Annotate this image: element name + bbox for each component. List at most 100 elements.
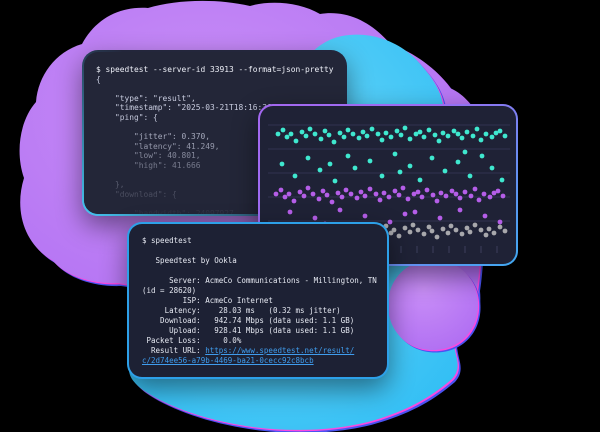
series-teal-dot [305,155,311,161]
series-teal-dot [392,151,398,157]
series-purple-dot [462,189,468,195]
series-teal-dot [432,132,438,138]
series-teal-dot [397,169,403,175]
series-teal-dot [429,155,435,161]
series-teal-dot [455,159,461,165]
series-gray-dot [421,231,427,237]
series-teal-dot [280,127,286,133]
series-gray-dot [497,224,503,230]
series-purple-dot [367,186,373,192]
series-gray-dot [459,231,465,237]
series-purple-dot [457,195,463,201]
series-purple-dot [305,185,311,191]
series-teal-dot [337,130,343,136]
series-teal-dot [345,127,351,133]
series-purple-dot [381,190,387,196]
series-purple-dot [373,191,379,197]
series-purple-dot [419,194,425,200]
series-purple-dot [453,191,459,197]
series-purple-dot [282,194,288,200]
series-gray-dot [391,227,397,233]
series-teal-dot [375,131,381,137]
terminal-summary-text: $ speedtest Speedtest by Ookla Server: A… [142,236,377,366]
series-purple-dot [320,188,326,194]
series-purple-dot [316,196,322,202]
series-gray-dot [407,229,413,235]
series-purple-dot [387,219,393,225]
series-teal-dot [303,133,309,139]
series-purple-dot [468,193,474,199]
series-gray-dot [483,232,489,238]
series-teal-dot [312,131,318,137]
series-purple-dot [424,187,430,193]
series-teal-dot [327,161,333,167]
series-purple-dot [491,190,497,196]
series-purple-dot [324,192,330,198]
series-teal-dot [379,173,385,179]
series-teal-dot [402,125,408,131]
series-teal-dot [459,135,465,141]
series-teal-dot [417,129,423,135]
series-teal-dot [483,131,489,137]
series-gray-dot [426,224,432,230]
series-purple-dot [457,207,463,213]
series-gray-dot [429,228,435,234]
series-gray-dot [486,226,492,232]
series-purple-dot [430,192,436,198]
terminal-json-command: $ speedtest --server-id 33913 --format=j… [96,65,334,74]
series-purple-dot [437,215,443,221]
series-teal-dot [288,131,294,137]
series-teal-dot [442,168,448,174]
series-purple-dot [481,191,487,197]
series-teal-dot [352,165,358,171]
series-gray-dot [415,227,421,233]
series-teal-dot [464,129,470,135]
series-purple-dot [312,215,318,221]
series-purple-dot [297,189,303,195]
series-purple-dot [476,197,482,203]
series-gray-dot [434,234,440,240]
series-gray-dot [478,227,484,233]
series-purple-dot [392,188,398,194]
series-teal-dot [489,165,495,171]
series-teal-dot [479,153,485,159]
series-purple-dot [287,209,293,215]
series-purple-dot [358,189,364,195]
series-teal-dot [350,131,356,137]
terminal-summary-panel: $ speedtest Speedtest by Ookla Server: A… [127,222,389,379]
series-purple-dot [335,190,341,196]
series-teal-dot [360,129,366,135]
series-teal-dot [345,153,351,159]
series-purple-dot [386,194,392,200]
result-url-link[interactable]: https://www.speedtest.net/result/ c/2d74… [142,346,355,365]
series-gray-dot [502,228,508,234]
series-teal-dot [462,149,468,155]
series-teal-dot [467,173,473,179]
series-gray-dot [472,222,478,228]
series-teal-dot [317,167,323,173]
series-teal-dot [322,128,328,134]
series-gray-dot [453,227,459,233]
series-teal-dot [367,158,373,164]
series-teal-dot [436,138,442,144]
series-purple-dot [310,191,316,197]
series-teal-dot [364,133,370,139]
series-teal-dot [413,131,419,137]
series-purple-dot [412,209,418,215]
series-purple-dot [482,213,488,219]
series-teal-dot [470,133,476,139]
series-purple-dot [495,188,501,194]
series-gray-dot [388,230,394,236]
series-teal-dot [493,130,499,136]
series-gray-dot [491,230,497,236]
series-purple-dot [472,186,478,192]
series-teal-dot [451,128,457,134]
series-purple-dot [362,193,368,199]
series-gray-dot [445,230,451,236]
series-teal-dot [279,161,285,167]
series-purple-dot [278,187,284,193]
series-teal-dot [383,130,389,136]
series-purple-dot [497,219,503,225]
terminal-summary-command: $ speedtest [142,236,192,245]
